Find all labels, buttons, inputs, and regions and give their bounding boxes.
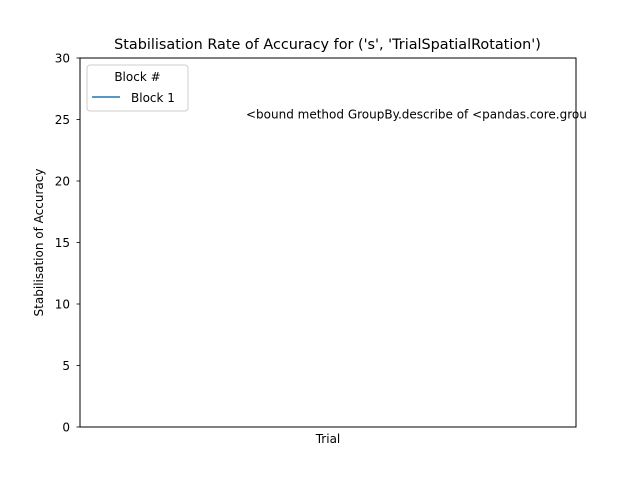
plot-area: <bound method GroupBy.describe of <panda… — [79, 57, 587, 428]
y-axis-label: Stabilisation of Accuracy — [32, 169, 46, 317]
y-tick-label: 10 — [55, 298, 70, 312]
legend-entry-label: Block 1 — [131, 91, 175, 105]
annotation-layer: <bound method GroupBy.describe of <panda… — [246, 108, 587, 122]
annotation-text: <bound method GroupBy.describe of <panda… — [246, 108, 587, 122]
x-axis-label: Trial — [315, 432, 341, 446]
y-tick-label: 25 — [55, 113, 70, 127]
y-tick-label: 30 — [55, 52, 70, 66]
plot-background — [80, 58, 576, 427]
chart-title: Stabilisation Rate of Accuracy for ('s',… — [114, 37, 541, 53]
legend-box — [86, 64, 189, 112]
y-tick-label: 15 — [55, 236, 70, 250]
legend-entries: Block 1 — [92, 91, 175, 105]
y-tick-label: 5 — [62, 359, 70, 373]
y-axis: 0 5 10 15 20 25 30 — [55, 52, 80, 435]
legend-title: Block # — [114, 70, 160, 84]
y-tick-label: 20 — [55, 175, 70, 189]
legend: Block # Block 1 — [86, 64, 189, 112]
y-tick-label: 0 — [62, 421, 70, 435]
